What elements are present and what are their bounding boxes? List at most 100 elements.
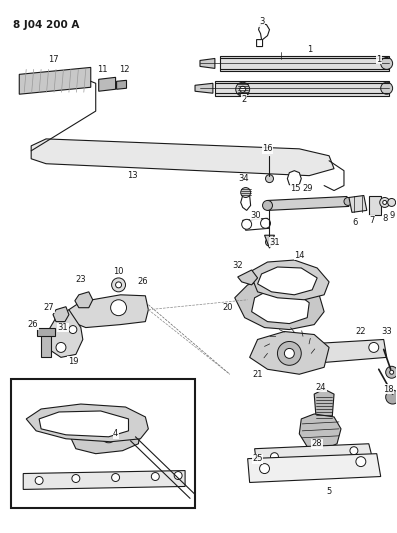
Circle shape (270, 453, 278, 461)
Text: 4: 4 (113, 429, 118, 438)
Polygon shape (200, 59, 215, 68)
Polygon shape (369, 197, 381, 215)
Polygon shape (39, 411, 129, 437)
Polygon shape (117, 80, 127, 89)
Text: 26: 26 (137, 277, 148, 286)
Text: 3: 3 (259, 17, 264, 26)
Polygon shape (53, 306, 69, 321)
Polygon shape (250, 260, 329, 300)
Circle shape (284, 349, 294, 358)
Circle shape (350, 447, 358, 455)
Text: 15: 15 (290, 184, 301, 193)
Text: 28: 28 (312, 439, 322, 448)
Circle shape (56, 343, 66, 352)
Text: 13: 13 (127, 171, 138, 180)
Circle shape (266, 238, 274, 246)
Text: 27: 27 (44, 303, 54, 312)
Text: 32: 32 (232, 261, 243, 270)
Text: 23: 23 (75, 276, 86, 285)
Polygon shape (250, 332, 329, 374)
Text: 9: 9 (389, 211, 394, 220)
Text: 5: 5 (326, 487, 332, 496)
Polygon shape (254, 444, 374, 471)
Polygon shape (75, 292, 93, 308)
Polygon shape (256, 23, 270, 46)
Polygon shape (241, 196, 251, 211)
Circle shape (380, 198, 389, 207)
Circle shape (112, 473, 119, 481)
Circle shape (306, 346, 316, 357)
Text: 26: 26 (28, 320, 39, 329)
Text: 25: 25 (252, 454, 263, 463)
Text: 17: 17 (48, 55, 58, 64)
Text: 6: 6 (352, 218, 358, 227)
Text: 10: 10 (113, 268, 124, 277)
Polygon shape (268, 197, 349, 211)
Text: 19: 19 (67, 357, 78, 366)
Circle shape (344, 198, 352, 205)
Circle shape (369, 343, 379, 352)
Circle shape (242, 220, 252, 229)
Circle shape (383, 200, 387, 205)
Circle shape (278, 342, 301, 365)
Text: 24: 24 (316, 383, 326, 392)
Text: 22: 22 (356, 327, 366, 336)
Circle shape (356, 457, 366, 466)
Circle shape (260, 219, 270, 228)
Circle shape (260, 464, 270, 473)
Text: 21: 21 (252, 370, 263, 379)
Polygon shape (31, 139, 334, 176)
Circle shape (387, 198, 396, 206)
Circle shape (240, 86, 246, 92)
Polygon shape (264, 235, 274, 248)
Circle shape (315, 418, 327, 430)
Text: 30: 30 (250, 211, 261, 220)
Polygon shape (299, 414, 341, 451)
Circle shape (266, 175, 274, 183)
Circle shape (69, 326, 77, 334)
Polygon shape (19, 67, 91, 94)
Circle shape (111, 300, 127, 316)
Bar (37, 328, 55, 335)
Polygon shape (349, 196, 367, 212)
Text: 16: 16 (262, 144, 273, 154)
Circle shape (389, 370, 393, 374)
Bar (12, 379, 195, 508)
Polygon shape (220, 56, 389, 71)
Text: 11: 11 (97, 65, 108, 74)
Polygon shape (314, 389, 334, 419)
Circle shape (151, 473, 159, 480)
Polygon shape (299, 340, 387, 365)
Polygon shape (248, 454, 381, 482)
Circle shape (236, 82, 250, 96)
Circle shape (262, 200, 272, 211)
Circle shape (381, 58, 393, 69)
Text: 31: 31 (58, 323, 68, 332)
Polygon shape (252, 290, 309, 324)
Text: 31: 31 (269, 238, 280, 247)
Text: 8: 8 (382, 214, 387, 223)
Text: 8 J04 200 A: 8 J04 200 A (13, 20, 80, 30)
Text: 12: 12 (119, 65, 130, 74)
Polygon shape (69, 295, 148, 328)
Circle shape (174, 472, 182, 480)
Text: 2: 2 (241, 95, 246, 104)
Circle shape (381, 82, 393, 94)
Polygon shape (287, 171, 301, 187)
Polygon shape (243, 219, 270, 230)
Text: 1: 1 (376, 55, 382, 64)
Text: 7: 7 (369, 216, 374, 225)
Circle shape (241, 188, 251, 198)
Text: 1: 1 (306, 45, 312, 54)
Circle shape (72, 474, 80, 482)
Circle shape (101, 427, 117, 443)
Circle shape (35, 477, 43, 484)
Text: 29: 29 (302, 184, 312, 193)
Text: 20: 20 (223, 303, 233, 312)
Circle shape (385, 366, 397, 378)
Circle shape (116, 282, 121, 288)
Polygon shape (235, 278, 324, 329)
Circle shape (112, 278, 125, 292)
Polygon shape (215, 82, 389, 96)
Polygon shape (23, 471, 185, 489)
